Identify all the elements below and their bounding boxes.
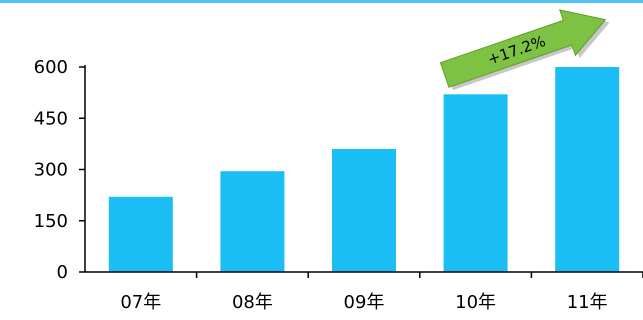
y-tick-label: 150 — [34, 211, 68, 232]
top-border-line — [0, 0, 643, 3]
x-tick-label: 08年 — [232, 292, 273, 313]
growth-annotation: +17.2% — [439, 9, 610, 91]
bar-08年 — [220, 171, 285, 272]
bar-10年 — [443, 94, 508, 272]
x-tick-label: 09年 — [344, 292, 385, 313]
y-tick-label: 300 — [34, 160, 68, 181]
x-tick-label: 07年 — [120, 292, 161, 313]
x-tick-label: 10年 — [455, 292, 496, 313]
bar-09年 — [332, 149, 396, 272]
y-tick-label: 600 — [34, 57, 68, 78]
y-tick-label: 450 — [34, 108, 68, 129]
bar-11年 — [555, 67, 620, 272]
bar-07年 — [108, 196, 173, 272]
arrow-shape — [439, 9, 607, 88]
x-tick-label: 11年 — [567, 292, 608, 313]
y-tick-label: 0 — [57, 262, 68, 283]
